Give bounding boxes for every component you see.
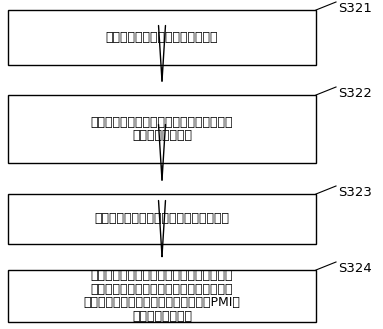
- Text: S324: S324: [338, 262, 372, 275]
- Text: S322: S322: [338, 87, 372, 100]
- Text: 根据每个子带的平均信道相关矩阵，计算对: 根据每个子带的平均信道相关矩阵，计算对: [91, 116, 233, 129]
- Bar: [8, 270, 316, 322]
- Bar: [8, 95, 316, 163]
- Text: S323: S323: [338, 186, 372, 199]
- Text: 获取每个子带的平均信道相关矩阵: 获取每个子带的平均信道相关矩阵: [106, 31, 218, 44]
- Text: S321: S321: [338, 2, 372, 15]
- Text: 层数、以及所有可能的一级码本和二级码本: 层数、以及所有可能的一级码本和二级码本: [91, 283, 233, 296]
- Bar: [8, 194, 316, 244]
- Text: 每个子带的目标值: 每个子带的目标值: [132, 310, 192, 323]
- Bar: [8, 10, 316, 65]
- Text: 遍历第二空间层数的集合内所有可能的空间: 遍历第二空间层数的集合内所有可能的空间: [91, 269, 233, 282]
- Text: ，得到使子带的信道容量最大的第二类PMI在: ，得到使子带的信道容量最大的第二类PMI在: [83, 296, 241, 309]
- Text: 应子带的信道容量: 应子带的信道容量: [132, 129, 192, 142]
- Text: 根据目标空间层数构建第二空间层数集合: 根据目标空间层数构建第二空间层数集合: [95, 213, 229, 225]
